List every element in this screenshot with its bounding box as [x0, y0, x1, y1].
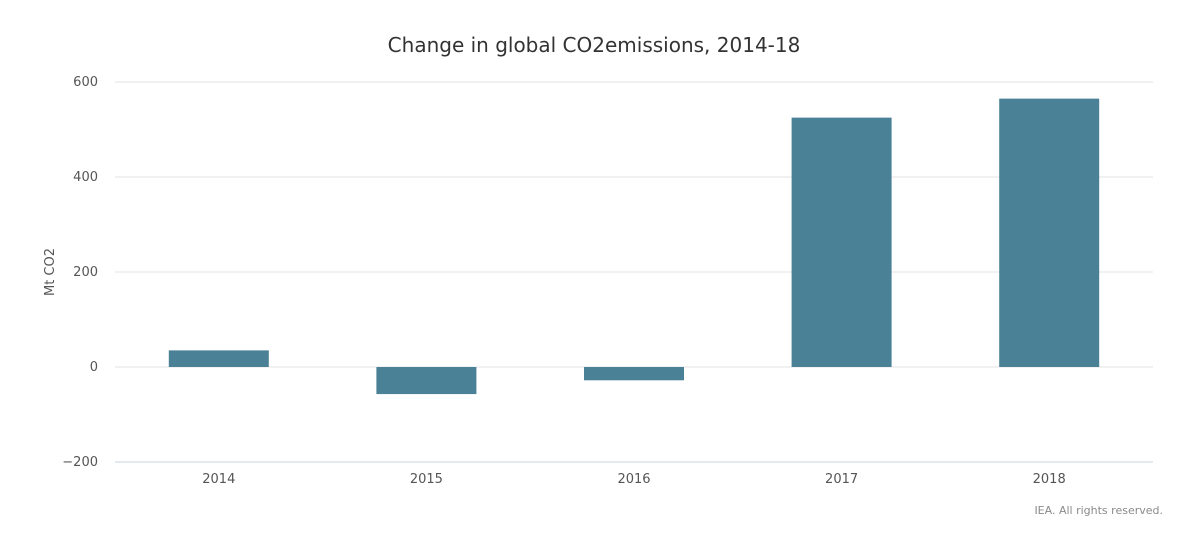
- y-tick-label: 200: [73, 265, 98, 280]
- bar-2015: [376, 367, 477, 395]
- chart-title: Change in global CO2emissions, 2014-18: [388, 33, 801, 57]
- x-tick-label: 2015: [410, 472, 443, 487]
- bar-2018: [999, 98, 1100, 367]
- y-tick-label: −200: [62, 455, 98, 470]
- bar-2017: [791, 117, 892, 367]
- x-axis-ticks: 2014 2015 2016 2017 2018: [202, 472, 1065, 487]
- y-tick-label: 0: [90, 360, 98, 375]
- y-axis-ticks: −200 0 200 400 600: [62, 75, 98, 470]
- bar-2014: [168, 350, 269, 367]
- x-tick-label: 2017: [825, 472, 858, 487]
- x-tick-label: 2014: [202, 472, 235, 487]
- x-tick-label: 2018: [1033, 472, 1066, 487]
- bars: [168, 98, 1100, 395]
- x-tick-label: 2016: [617, 472, 650, 487]
- credit-text: IEA. All rights reserved.: [1034, 504, 1163, 517]
- y-axis-label: Mt CO2: [43, 248, 58, 296]
- y-tick-label: 600: [73, 75, 98, 90]
- bar-2016: [584, 367, 684, 381]
- gridlines: [115, 81, 1153, 463]
- y-tick-label: 400: [73, 170, 98, 185]
